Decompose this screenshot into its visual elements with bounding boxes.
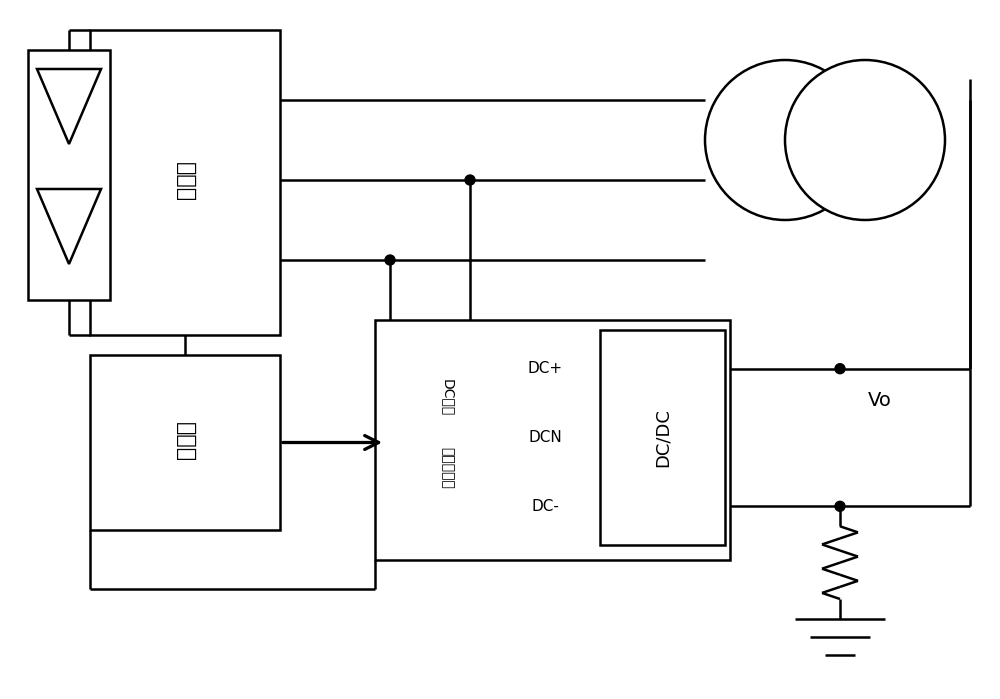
Text: DC-: DC- (531, 499, 559, 514)
Bar (385, 330, 510, 545)
Circle shape (705, 60, 865, 220)
Text: 中点控制器: 中点控制器 (440, 447, 454, 489)
Bar (375, 320, 730, 560)
Bar (28, 50, 110, 300)
Text: DCN: DCN (528, 430, 562, 445)
Circle shape (465, 175, 475, 185)
Circle shape (835, 501, 845, 511)
Circle shape (835, 363, 845, 374)
Text: DC+: DC+ (527, 361, 563, 376)
Circle shape (385, 255, 395, 265)
Text: DC电压: DC电压 (440, 379, 454, 416)
Bar (90, 30, 280, 335)
Text: Vo: Vo (868, 391, 892, 410)
Circle shape (785, 60, 945, 220)
Polygon shape (37, 189, 101, 264)
Polygon shape (37, 69, 101, 144)
Text: DC/DC: DC/DC (654, 408, 672, 467)
Text: 控制器: 控制器 (175, 422, 195, 463)
Bar (600, 330, 725, 545)
Text: 变流器: 变流器 (175, 162, 195, 203)
Bar (90, 355, 280, 530)
